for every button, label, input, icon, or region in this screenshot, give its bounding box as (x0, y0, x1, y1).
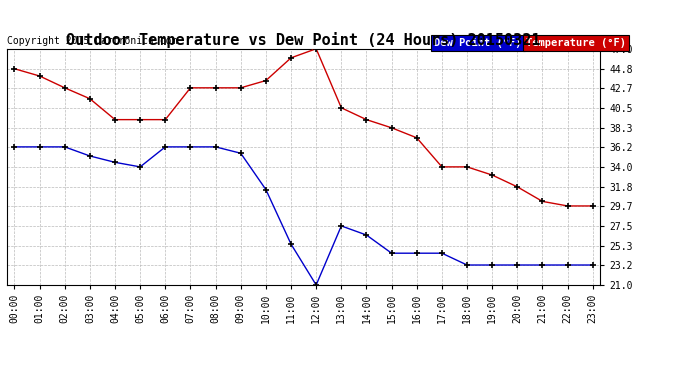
Text: Dew Point (°F): Dew Point (°F) (434, 38, 522, 48)
Text: Temperature (°F): Temperature (°F) (526, 38, 626, 48)
Title: Outdoor Temperature vs Dew Point (24 Hours) 20150321: Outdoor Temperature vs Dew Point (24 Hou… (66, 32, 541, 48)
Text: Copyright 2015 Cartronics.com: Copyright 2015 Cartronics.com (7, 36, 177, 46)
